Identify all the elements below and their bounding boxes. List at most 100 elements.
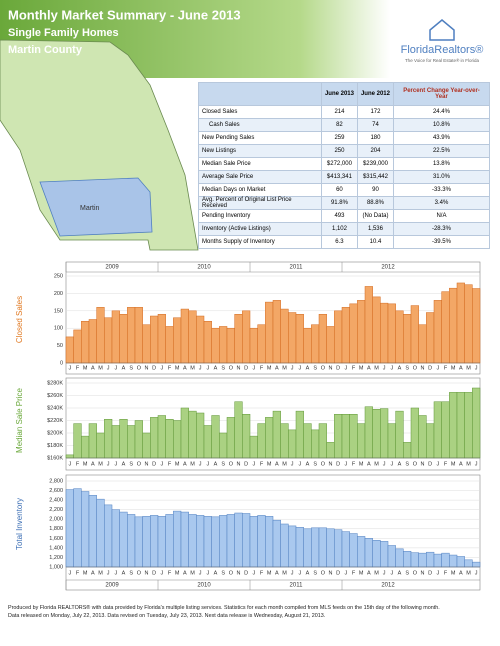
x-tick-label: N: [237, 461, 241, 467]
bar: [88, 319, 97, 364]
table-cell: 90: [356, 183, 394, 197]
bar: [257, 423, 266, 459]
table-row: Average Sale Price $413,341 $315,442 31.0%: [198, 170, 491, 184]
bar: [295, 527, 304, 568]
bar: [380, 408, 389, 459]
x-tick-label: S: [405, 365, 409, 371]
x-tick-label: A: [122, 365, 126, 371]
x-tick-label: A: [214, 570, 218, 576]
x-tick-label: J: [68, 365, 71, 371]
bar: [433, 300, 442, 364]
x-tick-label: J: [107, 365, 110, 371]
x-tick-label: J: [298, 365, 301, 371]
x-tick-label: D: [244, 570, 248, 576]
x-tick-label: M: [374, 365, 379, 371]
x-tick-label: O: [229, 365, 234, 371]
bar: [104, 419, 113, 459]
x-tick-label: M: [98, 461, 103, 467]
table-cell: 250: [320, 144, 358, 158]
x-tick-label: A: [275, 461, 279, 467]
bar: [326, 528, 335, 568]
bar: [303, 528, 312, 568]
x-tick-label: O: [229, 461, 234, 467]
table-row: Pending Inventory 493 (No Data) N/A: [198, 209, 491, 223]
x-tick-label: D: [428, 570, 432, 576]
bar: [81, 491, 90, 568]
x-tick-label: J: [383, 461, 386, 467]
x-tick-label: J: [252, 365, 255, 371]
bar: [326, 442, 335, 459]
table-cell: Closed Sales: [198, 105, 322, 119]
subtitle: Single Family Homes: [8, 27, 119, 39]
bar: [150, 315, 159, 364]
x-tick-label: M: [451, 461, 456, 467]
table-cell: -39.5%: [392, 235, 491, 249]
x-tick-label: J: [199, 365, 202, 371]
bar: [165, 419, 174, 459]
bar: [211, 516, 220, 568]
bar: [65, 336, 74, 364]
bar: [349, 533, 358, 568]
x-tick-label: A: [91, 570, 95, 576]
x-tick-label: J: [114, 365, 117, 371]
x-tick-label: A: [183, 461, 187, 467]
table-cell: 3.4%: [392, 196, 491, 210]
x-tick-label: F: [168, 365, 172, 371]
bar: [334, 414, 343, 459]
x-tick-label: J: [291, 570, 294, 576]
y-tick-label: 250: [54, 273, 63, 279]
x-tick-label: J: [436, 461, 439, 467]
bar: [395, 548, 404, 568]
x-tick-label: S: [221, 461, 225, 467]
y-axis-label: Closed Sales: [15, 296, 24, 343]
x-tick-label: M: [267, 365, 272, 371]
bar: [364, 538, 373, 568]
x-tick-label: J: [344, 570, 347, 576]
bar: [242, 513, 251, 568]
x-tick-label: N: [237, 365, 241, 371]
y-tick-label: 2,400: [49, 498, 63, 504]
bar: [111, 310, 120, 364]
y-tick-label: 2,800: [49, 478, 63, 484]
x-tick-label: D: [336, 461, 340, 467]
bar: [180, 308, 189, 364]
y-tick-label: 150: [54, 308, 63, 314]
bar: [188, 310, 197, 364]
table-row: Cash Sales 82 74 10.8%: [198, 118, 491, 132]
x-tick-label: A: [214, 461, 218, 467]
column-header: June 2013: [320, 82, 358, 106]
y-tick-label: 2,200: [49, 507, 63, 513]
map-label: Martin: [80, 205, 100, 212]
x-tick-label: J: [291, 461, 294, 467]
bar: [81, 435, 90, 459]
y-tick-label: 1,400: [49, 545, 63, 551]
x-tick-label: M: [98, 570, 103, 576]
x-tick-label: M: [98, 365, 103, 371]
bar: [203, 425, 212, 459]
bar: [449, 287, 458, 364]
x-tick-label: F: [76, 570, 80, 576]
x-tick-label: M: [282, 461, 287, 467]
bar: [272, 410, 281, 459]
x-tick-label: J: [252, 570, 255, 576]
x-tick-label: M: [190, 365, 195, 371]
table-cell: Cash Sales: [198, 118, 322, 132]
x-tick-label: J: [199, 570, 202, 576]
x-tick-label: A: [122, 461, 126, 467]
bar: [65, 454, 74, 459]
y-tick-label: $240K: [47, 405, 63, 411]
bar: [303, 327, 312, 364]
x-tick-label: J: [436, 365, 439, 371]
x-tick-label: J: [160, 461, 163, 467]
x-tick-label: N: [421, 365, 425, 371]
x-tick-label: N: [329, 365, 333, 371]
bar: [196, 412, 205, 459]
bar: [372, 296, 381, 364]
x-tick-label: M: [190, 570, 195, 576]
x-tick-label: O: [137, 365, 142, 371]
bar: [364, 286, 373, 364]
x-tick-label: N: [421, 570, 425, 576]
table-row: Closed Sales 214 172 24.4%: [198, 105, 491, 119]
bar: [249, 435, 258, 459]
